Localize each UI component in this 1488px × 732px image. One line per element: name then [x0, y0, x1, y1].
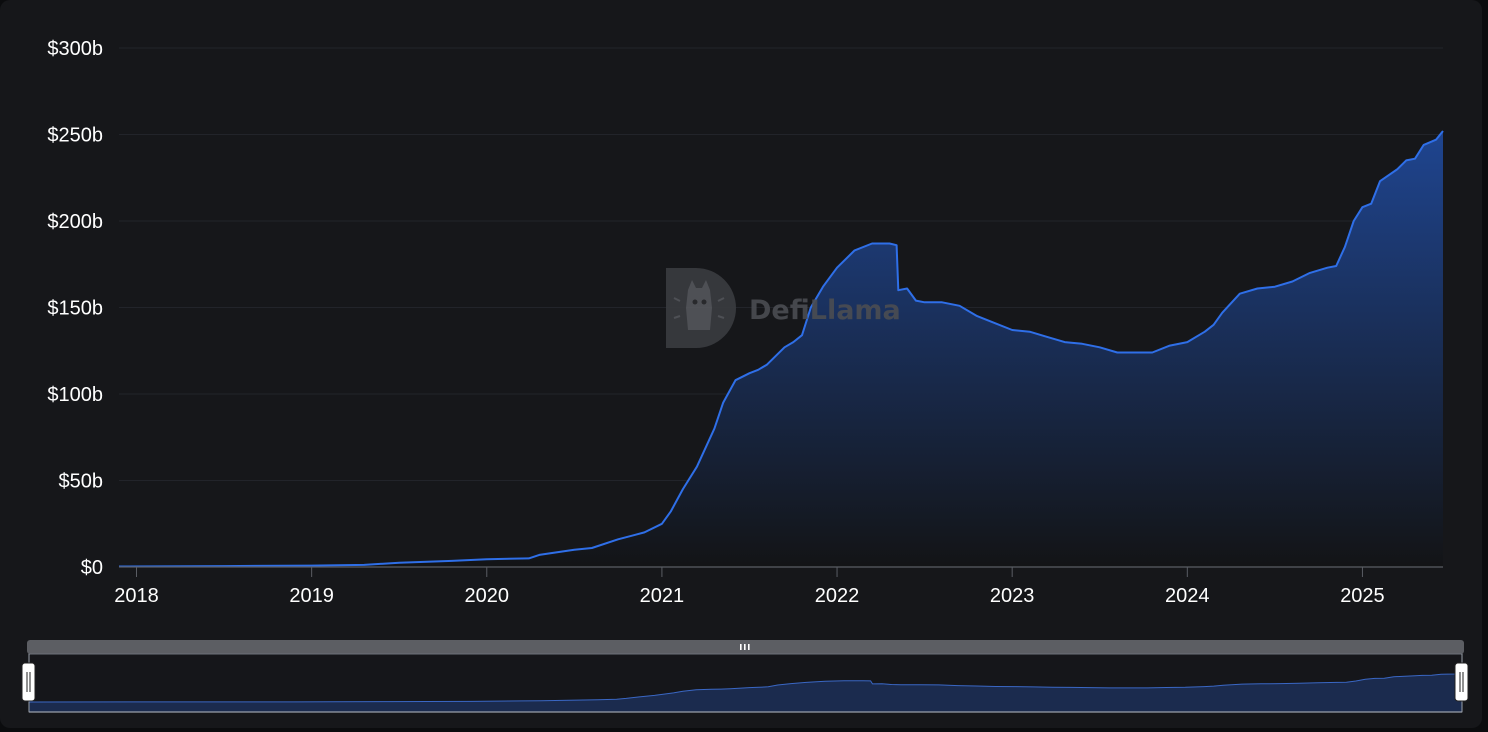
- series-area-fill: [119, 131, 1443, 567]
- y-tick-label: $200b: [47, 211, 103, 233]
- x-tick-label: 2024: [1165, 585, 1210, 607]
- x-tick-label: 2021: [640, 585, 685, 607]
- range-navigator[interactable]: [21, 640, 1469, 713]
- x-axis: 2018 2019 2020 2021 2022 2023 2024 2025: [114, 567, 1385, 607]
- x-tick-label: 2023: [990, 585, 1035, 607]
- scrollbar-grip-icon[interactable]: [740, 644, 750, 650]
- y-tick-label: $100b: [47, 384, 103, 406]
- navigator-left-handle[interactable]: [21, 654, 36, 712]
- llama-logo-icon: [666, 268, 736, 348]
- navigator-right-handle[interactable]: [1454, 654, 1469, 712]
- y-axis: $0 $50b $100b $150b $200b $250b $300b: [47, 38, 103, 579]
- x-tick-label: 2020: [465, 585, 510, 607]
- navigator-line: [28, 672, 1463, 703]
- defillama-watermark: DefiLlama: [666, 268, 901, 348]
- x-tick-label: 2025: [1340, 585, 1385, 607]
- x-tick-label: 2018: [114, 585, 159, 607]
- series-area: [118, 130, 1444, 568]
- navigator-area-fill: [29, 673, 1462, 712]
- watermark-text: DefiLlama: [749, 295, 901, 326]
- y-tick-label: $250b: [47, 125, 103, 147]
- y-tick-label: $150b: [47, 298, 103, 320]
- y-tick-label: $300b: [47, 38, 103, 60]
- navigator-series: [28, 672, 1463, 712]
- x-tick-label: 2019: [289, 585, 334, 607]
- y-tick-label: $50b: [59, 471, 104, 493]
- y-tick-label: $0: [81, 557, 103, 579]
- series-line: [118, 130, 1444, 568]
- x-tick-label: 2022: [815, 585, 860, 607]
